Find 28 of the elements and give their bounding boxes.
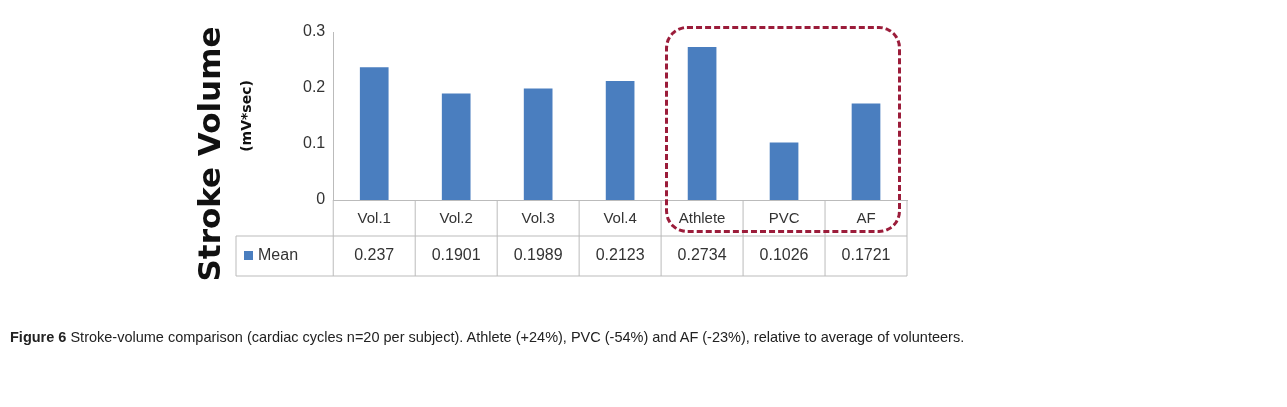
data-label: 0.237 [354, 246, 395, 264]
bar [523, 88, 553, 200]
data-label: 0.1989 [513, 246, 563, 264]
x-tick-label: Vol.3 [521, 209, 555, 227]
data-label: 0.2734 [677, 246, 727, 264]
caption: Figure 6 Stroke-volume comparison (cardiac cycles n=20 per subject). Athlete (+24%), PVC (-54%) and AF (-23%), relative to average of volunteers. [10, 328, 966, 347]
bar [851, 103, 881, 200]
bar [605, 81, 635, 200]
y-axis-title: Stroke Volume (mV*sec) [191, 26, 254, 282]
bar [359, 67, 389, 200]
y-tick-label: 0.3 [302, 22, 326, 40]
y-tick-label: 0.1 [302, 134, 326, 152]
y-tick-label: 0.2 [302, 78, 326, 96]
y-tick-label: 0 [316, 190, 326, 208]
x-tick-label: AF [856, 209, 876, 227]
bar [441, 93, 471, 200]
x-tick-label: Athlete [678, 209, 726, 227]
data-label: 0.1901 [431, 246, 481, 264]
data-label: 0.1721 [841, 246, 891, 264]
x-tick-label: Vol.2 [439, 209, 473, 227]
bar [687, 46, 717, 200]
data-label: 0.2123 [595, 246, 645, 264]
x-tick-label: PVC [768, 209, 800, 227]
x-tick-label: Vol.1 [357, 209, 391, 227]
bar [769, 142, 799, 200]
x-tick-label: Vol.4 [603, 209, 637, 227]
data-label: 0.1026 [759, 246, 809, 264]
legend-label: Mean [258, 246, 299, 264]
